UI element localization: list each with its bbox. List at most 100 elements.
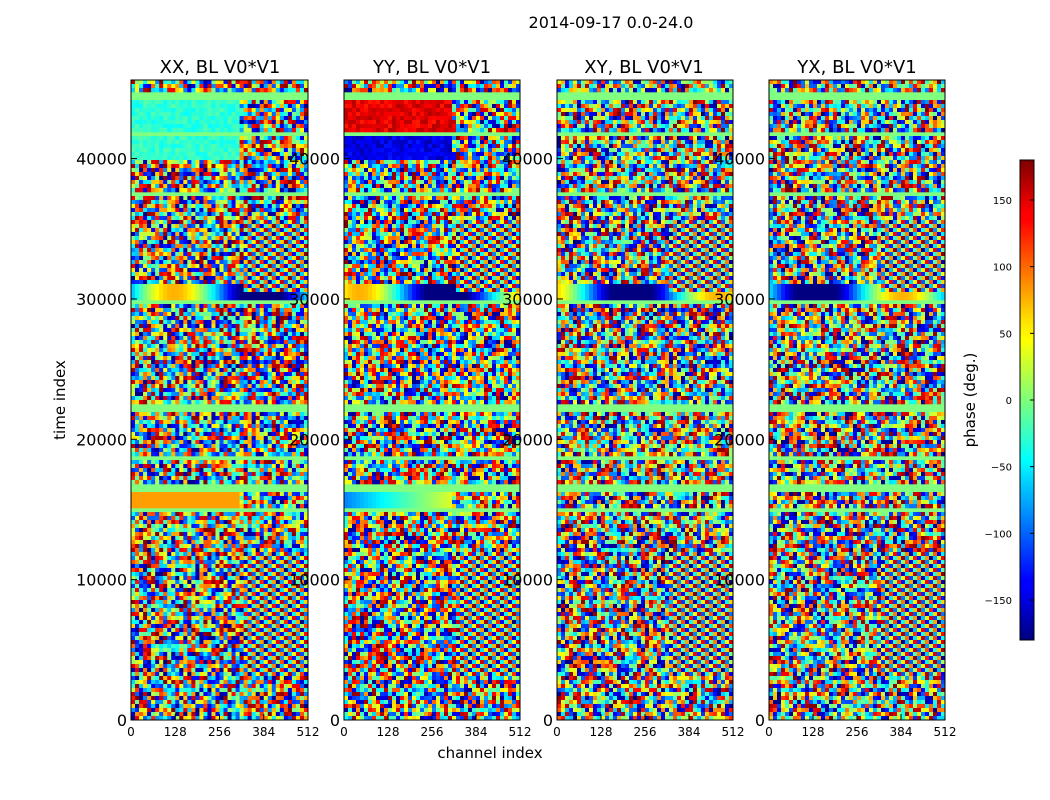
heatmap-cell <box>296 116 300 120</box>
heatmap-cell <box>284 360 288 364</box>
heatmap-cell <box>199 348 203 352</box>
heatmap-cell <box>191 176 195 180</box>
heatmap-cell <box>260 252 264 256</box>
heatmap-cell <box>252 524 256 528</box>
heatmap-cell <box>236 436 240 440</box>
heatmap-cell <box>147 148 151 152</box>
heatmap-cell <box>284 140 288 144</box>
heatmap-cell <box>171 440 175 444</box>
heatmap-cell <box>203 512 207 516</box>
heatmap-cell <box>175 124 179 128</box>
heatmap-cell <box>187 544 191 548</box>
heatmap-cell <box>175 84 179 88</box>
heatmap-cell <box>224 172 228 176</box>
heatmap-cell <box>191 272 195 276</box>
heatmap-cell <box>280 264 284 268</box>
heatmap-cell <box>183 376 187 380</box>
heatmap-cell <box>155 564 159 568</box>
heatmap-cell <box>220 276 224 280</box>
heatmap-cell <box>240 400 244 404</box>
heatmap-cell <box>224 148 228 152</box>
heatmap-cell <box>171 328 175 332</box>
heatmap-cell <box>300 460 304 464</box>
heatmap-cell <box>276 336 280 340</box>
heatmap-cell <box>203 380 207 384</box>
heatmap-cell <box>163 384 167 388</box>
heatmap-cell <box>183 340 187 344</box>
heatmap-cell <box>203 224 207 228</box>
heatmap-cell <box>272 332 276 336</box>
heatmap-cell <box>143 532 147 536</box>
heatmap-cell <box>199 516 203 520</box>
heatmap-cell <box>183 272 187 276</box>
heatmap-cell <box>252 272 256 276</box>
heatmap-cell <box>147 412 151 416</box>
heatmap-cell <box>256 532 260 536</box>
heatmap-cell <box>244 88 248 92</box>
heatmap-cell <box>252 464 256 468</box>
heatmap-cell <box>244 428 248 432</box>
heatmap-cell <box>159 184 163 188</box>
heatmap-cell <box>240 348 244 352</box>
heatmap-cell <box>256 120 260 124</box>
heatmap-cell <box>215 376 219 380</box>
heatmap-cell <box>224 280 228 284</box>
heatmap-cell <box>264 372 268 376</box>
heatmap-cell <box>187 512 191 516</box>
heatmap-cell <box>183 220 187 224</box>
heatmap-cell <box>163 84 167 88</box>
heatmap-cell <box>203 432 207 436</box>
heatmap-cell <box>264 540 268 544</box>
heatmap-cell <box>256 172 260 176</box>
heatmap-cell <box>139 544 143 548</box>
heatmap-cell <box>175 320 179 324</box>
heatmap-cell <box>220 424 224 428</box>
heatmap-cell <box>228 500 232 504</box>
heatmap-cell <box>296 208 300 212</box>
heatmap-cell <box>187 160 191 164</box>
heatmap-cell <box>220 312 224 316</box>
heatmap-cell <box>248 252 252 256</box>
heatmap-cell <box>256 216 260 220</box>
heatmap-cell <box>240 216 244 220</box>
heatmap-cell <box>224 80 228 84</box>
heatmap-cell <box>244 420 248 424</box>
heatmap-cell <box>139 288 143 292</box>
heatmap-cell <box>232 320 236 324</box>
heatmap-cell <box>300 480 304 484</box>
heatmap-cell <box>244 516 248 520</box>
heatmap-cell <box>296 244 300 248</box>
heatmap-cell <box>264 532 268 536</box>
heatmap-cell <box>131 196 135 200</box>
heatmap-cell <box>147 104 151 108</box>
heatmap-cell <box>260 416 264 420</box>
heatmap-cell <box>240 516 244 520</box>
heatmap-cell <box>179 388 183 392</box>
heatmap-cell <box>187 448 191 452</box>
heatmap-cell <box>155 364 159 368</box>
heatmap-cell <box>187 348 191 352</box>
heatmap-cell <box>171 224 175 228</box>
heatmap-cell <box>211 500 215 504</box>
heatmap-cell <box>280 160 284 164</box>
heatmap-cell <box>276 416 280 420</box>
heatmap-cell <box>215 268 219 272</box>
heatmap-cell <box>151 336 155 340</box>
heatmap-cell <box>236 152 240 156</box>
heatmap-cell <box>179 180 183 184</box>
heatmap-cell <box>284 184 288 188</box>
heatmap-cell <box>179 156 183 160</box>
heatmap-cell <box>155 220 159 224</box>
heatmap-cell <box>215 120 219 124</box>
heatmap-cell <box>207 340 211 344</box>
heatmap-cell <box>183 348 187 352</box>
heatmap-cell <box>276 536 280 540</box>
heatmap-cell <box>292 236 296 240</box>
heatmap-cell <box>232 468 236 472</box>
heatmap-cell <box>280 304 284 308</box>
heatmap-cell <box>203 428 207 432</box>
heatmap-cell <box>151 224 155 228</box>
heatmap-cell <box>260 376 264 380</box>
heatmap-cell <box>244 528 248 532</box>
heatmap-cell <box>228 336 232 340</box>
